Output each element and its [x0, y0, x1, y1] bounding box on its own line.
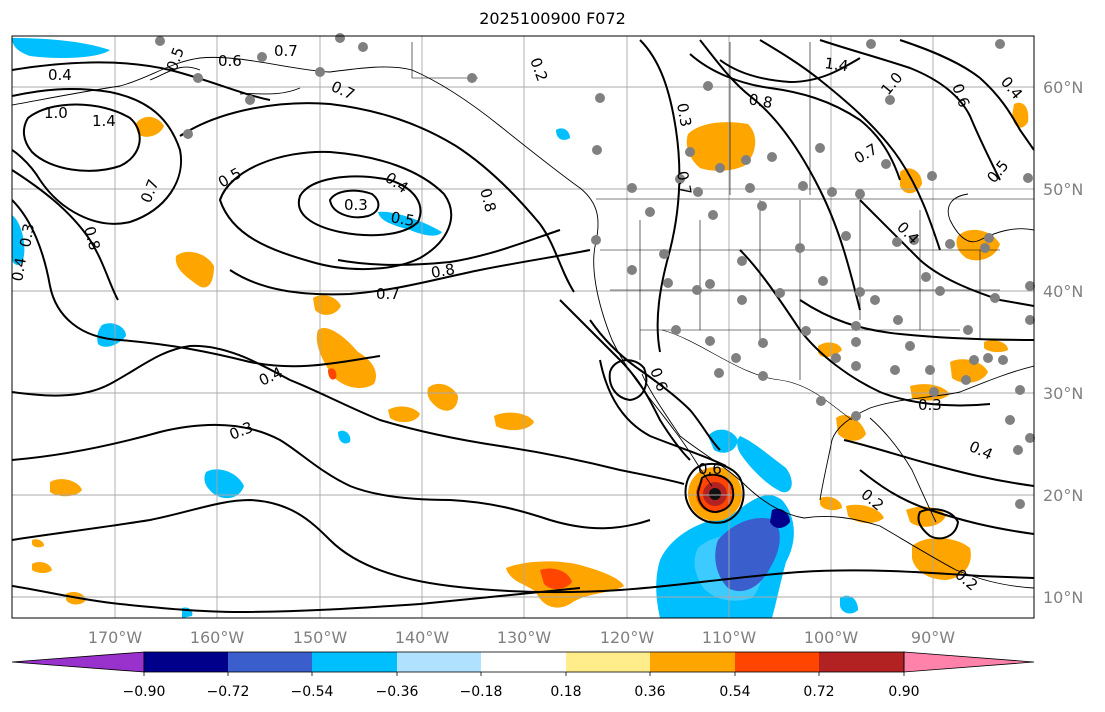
contour-label: 0.8 [747, 90, 774, 112]
contour-label: 0.4 [48, 66, 72, 84]
contour-label: 0.8 [80, 224, 104, 252]
colorbar-segment [735, 652, 819, 672]
contour-label: 0.3 [918, 396, 942, 414]
contours [12, 39, 1034, 614]
contour-label: 0.3 [673, 102, 695, 129]
colorbar-extend-low [11, 651, 145, 673]
colorbar-segment [312, 652, 397, 672]
map-title: 2025100900 F072 [479, 9, 626, 28]
colorbar [11, 651, 1035, 676]
colorbar-segment [819, 652, 904, 672]
latitude-label: 20°N [1043, 486, 1083, 505]
colorbar-tick-label: 0.72 [803, 684, 835, 700]
shade-region [846, 504, 884, 524]
shade-region [686, 122, 756, 171]
contour-label: 0.7 [274, 42, 298, 60]
longitude-label: 160°W [190, 628, 245, 647]
contour-label: 0.7 [673, 170, 695, 197]
latitude-label: 30°N [1043, 384, 1083, 403]
shade-region [50, 479, 82, 497]
colorbar-segment [481, 652, 566, 672]
shade-region [388, 406, 420, 423]
coastlines [12, 56, 1034, 589]
longitude-label: 90°W [911, 628, 955, 647]
contour-label: 0.8 [430, 260, 457, 282]
contour-label: 0.5 [389, 208, 416, 230]
colorbar-tick-label: −0.90 [122, 684, 166, 700]
latitude-label: 60°N [1043, 78, 1083, 97]
contour-label: 1.0 [44, 104, 68, 122]
longitude-label: 130°W [497, 628, 552, 647]
latitude-label: 50°N [1043, 180, 1083, 199]
longitude-label: 170°W [88, 628, 143, 647]
shade-region [715, 518, 780, 592]
colorbar-extend-high [903, 651, 1035, 673]
contour-label: 0.8 [476, 186, 500, 214]
shade-region [12, 38, 110, 58]
graticule [12, 36, 1034, 618]
latitude-axis: 60°N 50°N 40°N 30°N 20°N 10°N [1043, 78, 1083, 607]
colorbar-tick-label: −0.36 [375, 684, 419, 700]
plot-frame [11, 35, 1035, 619]
colorbar-outline [143, 651, 905, 673]
shade-region [32, 562, 52, 573]
longitude-axis: 170°W 160°W 150°W 140°W 130°W 120°W 110°… [88, 628, 955, 647]
shade-region [338, 430, 351, 444]
longitude-label: 140°W [395, 628, 450, 647]
shade-region [770, 508, 790, 528]
shade-region [836, 415, 866, 441]
latitude-label: 10°N [1043, 588, 1083, 607]
shade-region [204, 469, 244, 499]
cyclone-shade [709, 488, 721, 500]
contour-label: 0.3 [16, 222, 38, 249]
shade-region [175, 251, 214, 288]
shade-region [135, 116, 164, 137]
contour-label: 1.4 [823, 54, 849, 75]
shade-region [328, 368, 337, 380]
longitude-label: 120°W [600, 628, 655, 647]
colorbar-tick-label: −0.54 [290, 684, 334, 700]
shade-region [840, 595, 858, 614]
longitude-label: 150°W [293, 628, 348, 647]
longitude-label: 110°W [702, 628, 757, 647]
colorbar-segment [650, 652, 735, 672]
colorbar-segment [566, 652, 650, 672]
shade-region [12, 215, 25, 265]
colorbar-segment [144, 652, 228, 672]
latitude-label: 40°N [1043, 282, 1083, 301]
contour-label: 0.4 [8, 256, 30, 283]
contour-label: 0.7 [376, 285, 400, 303]
contour-label: 1.4 [92, 112, 116, 130]
shade-region [556, 128, 570, 140]
colorbar-tick-label: 0.54 [719, 684, 751, 700]
colorbar-tick-label: 0.36 [634, 684, 666, 700]
shade-region [32, 539, 44, 548]
contour-label: 0.6 [698, 460, 722, 478]
shade-region [540, 568, 572, 590]
colorbar-segment [228, 652, 312, 672]
colorbar-tick-label: −0.18 [459, 684, 503, 700]
shade-region [427, 383, 458, 411]
station-dots [155, 33, 1035, 509]
shade-region [950, 359, 988, 383]
shaded-regions [12, 38, 1029, 618]
colorbar-tick-label: 0.18 [550, 684, 582, 700]
shade-region [737, 436, 792, 493]
contour-label: 0.6 [218, 52, 242, 70]
colorbar-segment [397, 652, 481, 672]
contour-label: 0.3 [344, 196, 368, 214]
colorbar-tick-label: 0.90 [888, 684, 920, 700]
colorbar-tick-label: −0.72 [206, 684, 250, 700]
shade-region [984, 340, 1008, 353]
longitude-label: 100°W [804, 628, 859, 647]
shade-region [708, 429, 738, 453]
shade-region [378, 211, 442, 236]
shade-region [912, 537, 971, 580]
